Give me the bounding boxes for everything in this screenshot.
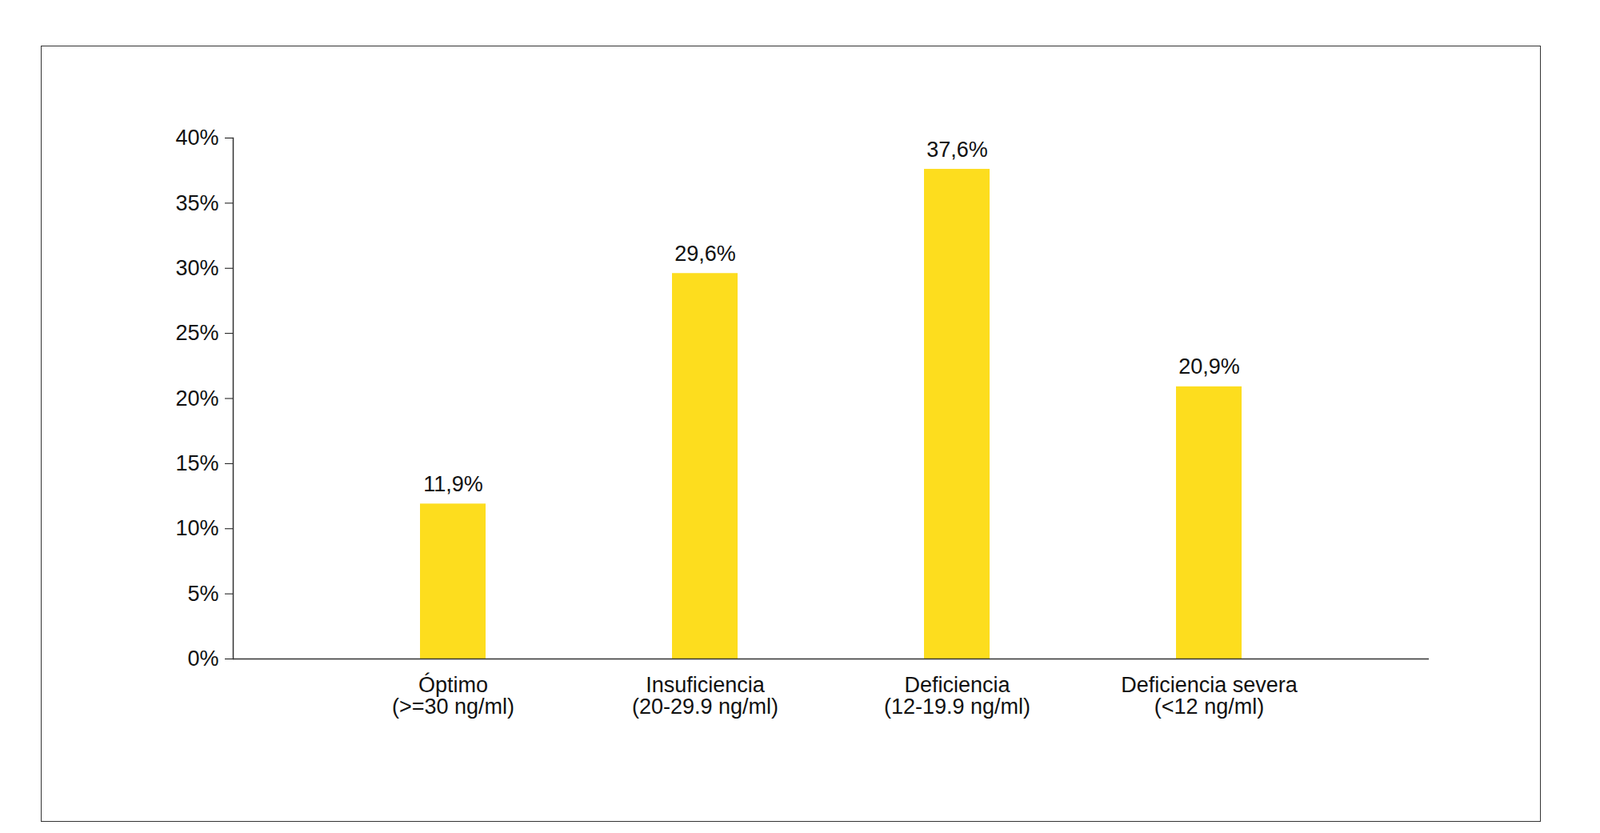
svg-text:15%: 15% [175,451,219,476]
svg-text:20%: 20% [175,386,219,411]
svg-text:25%: 25% [175,320,219,345]
svg-text:5%: 5% [187,581,219,606]
svg-text:11,9%: 11,9% [423,472,484,496]
svg-text:0%: 0% [187,646,219,671]
svg-text:35%: 35% [175,191,219,216]
svg-text:10%: 10% [175,516,219,540]
svg-text:37,6%: 37,6% [926,137,988,162]
svg-text:30%: 30% [175,256,219,280]
svg-text:29,6%: 29,6% [674,241,736,266]
svg-text:Óptimo(>=30 ng/ml): Óptimo(>=30 ng/ml) [392,672,515,719]
svg-text:Insuficiencia(20-29.9 ng/ml): Insuficiencia(20-29.9 ng/ml) [632,672,779,719]
svg-text:Deficiencia(12-19.9 ng/ml): Deficiencia(12-19.9 ng/ml) [884,672,1031,719]
svg-text:20,9%: 20,9% [1178,354,1240,379]
svg-text:Deficiencia severa(<12 ng/ml): Deficiencia severa(<12 ng/ml) [1120,672,1299,719]
svg-text:40%: 40% [175,125,219,150]
